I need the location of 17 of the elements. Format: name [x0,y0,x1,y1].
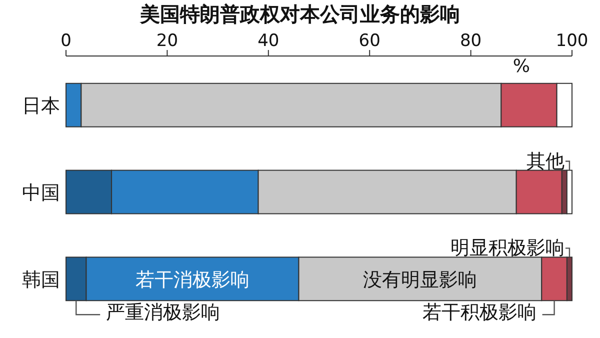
x-axis-title: % [512,56,530,77]
y-tick-label: 韩国 [22,268,60,291]
series-label: 没有明显影响 [363,268,478,291]
y-tick-label: 日本 [22,95,60,118]
x-tick-label: 100 [556,31,588,51]
series-label: 若干积极影响 [422,302,536,324]
x-tick-label: 0 [60,31,72,51]
x-tick-label: 80 [460,31,482,51]
series-label: 若干消极影响 [136,268,250,291]
y-tick-label: 中国 [22,182,60,204]
x-tick-label: 60 [358,31,380,51]
x-tick-label: 40 [258,31,280,51]
chart-title: 美国特朗普政权对本公司业务的影响 [139,2,460,26]
series-label: 其他 [526,150,564,172]
series-label: 严重消极影响 [106,302,220,324]
x-tick-label: 20 [156,31,178,51]
series-label: 明显积极影响 [450,237,564,260]
